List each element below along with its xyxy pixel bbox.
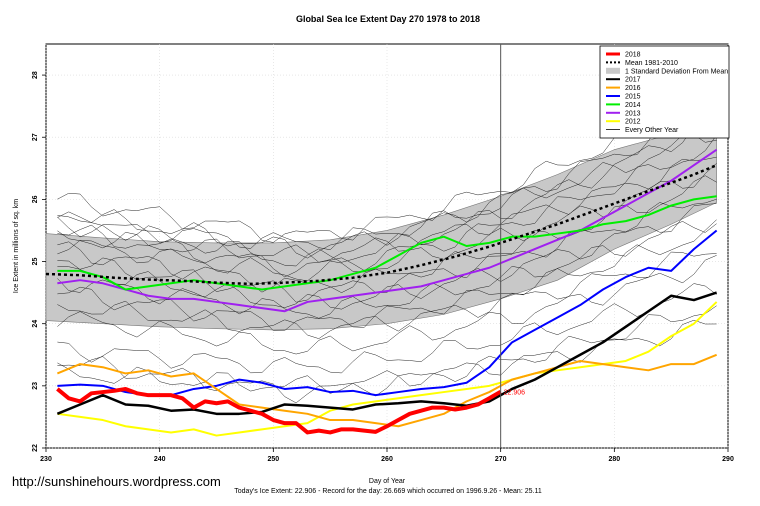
std-dev-band [45,115,717,331]
y-tick-label: 23 [32,382,39,390]
legend-box [599,45,730,139]
legend-label: 2017 [625,77,641,84]
series-line-every-other-year [57,134,717,251]
legend-label: Mean 1981-2010 [625,60,678,67]
watermark-url: http://sunshinehours.wordpress.com [12,474,221,489]
series-line-2018 [56,386,502,435]
x-axis-ticks: 230 240 250 260 270 280 290 [40,448,734,463]
current-value-annotation: 22.906 [504,390,526,397]
legend-label: 2016 [625,85,641,92]
x-tick-label: 230 [40,456,52,463]
std-dev-band-shape [45,115,717,331]
legend-label: 2013 [625,110,641,117]
highlight-series-lines [45,148,718,437]
series-line-every-other-year [57,255,717,355]
x-tick-label: 240 [154,456,166,463]
series-line-every-other-year [57,283,717,374]
chart-title: Global Sea Ice Extent Day 270 1978 to 20… [296,14,480,24]
y-tick-label: 22 [32,444,39,452]
x-tick-label: 260 [381,456,393,463]
y-tick-label: 28 [32,71,39,79]
y-axis-ticks: 22 23 24 25 26 27 28 [32,71,46,452]
footer-stats: Today's Ice Extent: 22.906 - Record for … [234,488,542,495]
series-line-2012 [57,301,718,437]
series-line-every-other-year [57,251,717,339]
series-line-every-other-year [57,114,717,259]
legend-label: 2015 [625,94,641,101]
y-axis-label: Ice Extent in millions of sq. km [13,199,20,293]
legend-label: 2018 [625,52,641,59]
series-line-every-other-year [57,219,717,331]
x-tick-label: 270 [495,456,507,463]
x-axis-label: Day of Year [369,478,406,485]
y-tick-label: 24 [32,320,39,328]
y-tick-label: 27 [32,133,39,141]
series-line-every-other-year [57,114,717,267]
series-line-every-other-year [57,87,717,243]
x-tick-label: 250 [267,456,279,463]
series-line-every-other-year [57,198,717,303]
series-line-2013 [57,148,718,313]
x-tick-label: 280 [608,456,620,463]
series-line-2014 [57,195,717,291]
legend-label: Every Other Year [625,127,679,134]
series-line-every-other-year [57,156,717,263]
series-line-every-other-year [57,134,717,278]
x-tick-label: 290 [722,456,734,463]
legend-label: 2012 [625,119,641,126]
y-tick-label: 25 [32,258,39,266]
legend-swatch [606,67,620,74]
y-tick-label: 26 [32,195,39,203]
legend-label: 1 Standard Deviation From Mean [625,68,728,75]
series-line-2017 [56,291,718,416]
series-line-every-other-year [57,203,717,310]
legend-label: 2014 [625,102,641,109]
